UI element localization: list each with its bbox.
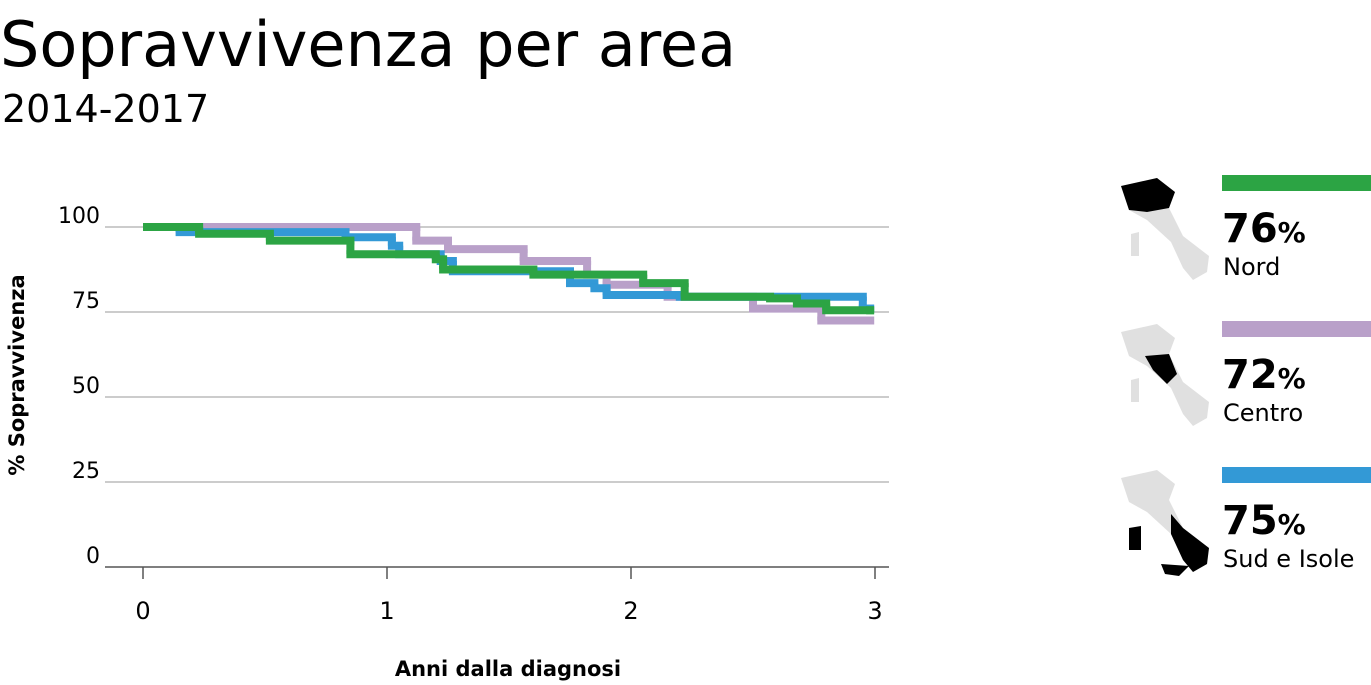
series: [143, 223, 875, 315]
y-tick-label: 25: [72, 459, 100, 484]
map-icon: [1121, 178, 1209, 280]
legend-label: Sud e Isole: [1223, 545, 1354, 573]
y-tick-label: 100: [58, 204, 100, 229]
legend-value: 76%: [1222, 206, 1306, 252]
legend-value-number: 72: [1222, 352, 1278, 398]
legend-value-unit: %: [1278, 508, 1306, 541]
chart-title: Sopravvivenza per area: [0, 8, 736, 81]
legend-value-number: 75: [1222, 498, 1278, 544]
legend-swatch: [1222, 175, 1371, 191]
legend-value: 75%: [1222, 498, 1306, 544]
x-tick-label: 1: [379, 597, 394, 625]
x-tick-label: 3: [867, 597, 882, 625]
legend-value: 72%: [1222, 352, 1306, 398]
y-tick-label: 75: [72, 289, 100, 314]
map-icons: [1121, 178, 1209, 576]
y-axis-label: % Sopravvivenza: [5, 274, 29, 475]
x-tick-label: 2: [623, 597, 638, 625]
x-tick-label: 0: [135, 597, 150, 625]
legend-swatch: [1222, 321, 1371, 337]
map-icon: [1121, 324, 1209, 426]
y-tick-label: 0: [86, 544, 100, 569]
legend-swatch: [1222, 467, 1371, 483]
x-axis-label: Anni dalla diagnosi: [395, 657, 621, 681]
legend-value-unit: %: [1278, 216, 1306, 249]
legend-value-number: 76: [1222, 206, 1278, 252]
chart-subtitle: 2014-2017: [2, 87, 209, 131]
map-icon: [1121, 470, 1209, 576]
legend-label: Centro: [1223, 399, 1303, 427]
y-tick-label: 50: [72, 374, 100, 399]
legend-label: Nord: [1223, 253, 1280, 281]
legend-value-unit: %: [1278, 362, 1306, 395]
